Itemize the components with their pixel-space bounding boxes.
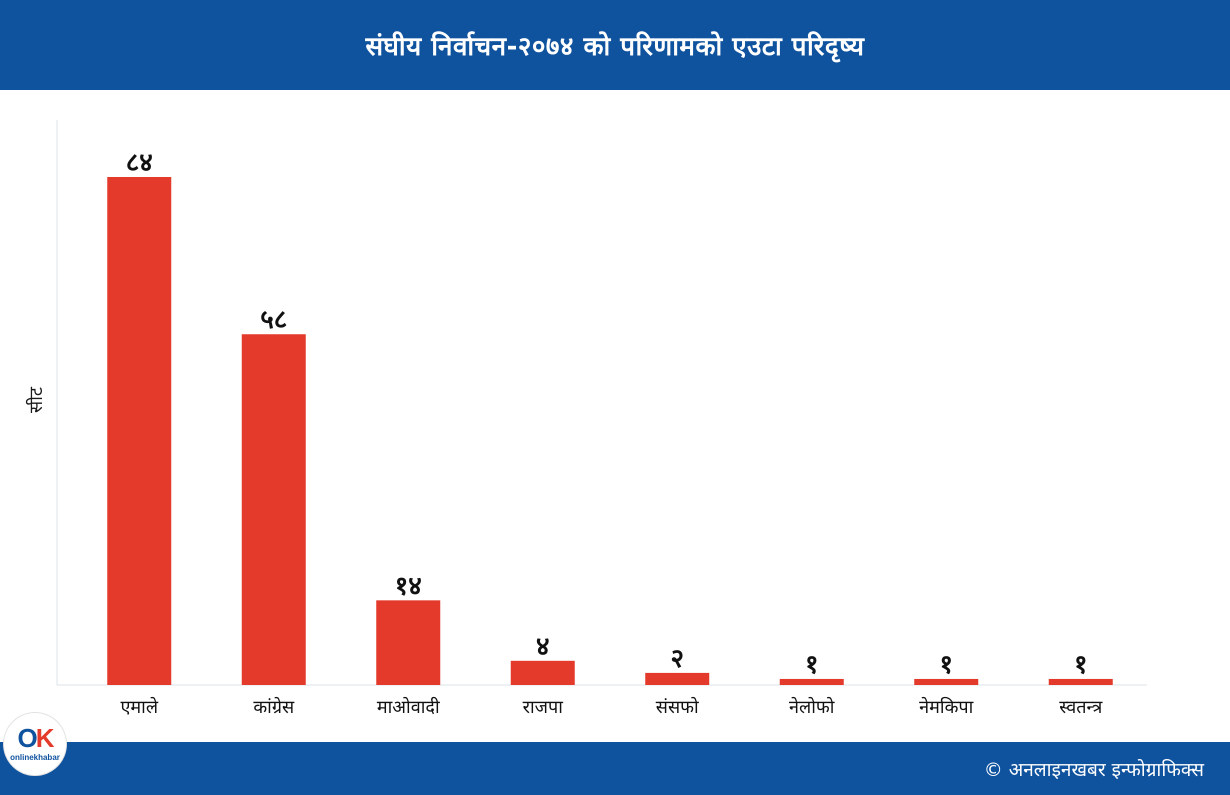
- x-tick-label-6: नेलोफो: [789, 696, 835, 718]
- bar-6: [779, 678, 844, 685]
- data-label-5: २: [670, 644, 684, 674]
- x-tick-label-8: स्वतन्त्र: [1059, 697, 1103, 718]
- footer-bar: © अनलाइनखबर इन्फोग्राफिक्स: [0, 742, 1230, 795]
- chart-header: संघीय निर्वाचन-२०७४ को परिणामको एउटा परि…: [0, 0, 1230, 90]
- chart-area: सीट ८४ एमाले ५८ कांग्रेस १४ माओवादी ४ राजपा २ संस…: [0, 90, 1230, 742]
- data-label-4: ४: [536, 632, 550, 662]
- data-label-3: १४: [395, 571, 422, 601]
- x-tick-label-5: संसफो: [656, 696, 699, 718]
- logo-mark: OK: [12, 723, 58, 753]
- bar-chart: ८४ एमाले ५८ कांग्रेस १४ माओवादी ४ राजपा २ संसफो १ न…: [56, 120, 1147, 718]
- x-tick-label-3: माओवादी: [377, 696, 440, 718]
- logo-mark-k: K: [35, 723, 55, 753]
- bar-7: [914, 678, 979, 685]
- logo-mark-o: O: [17, 723, 37, 753]
- data-label-2: ५८: [260, 305, 287, 335]
- chart-title: संघीय निर्वाचन-२०७४ को परिणामको एउटा परि…: [365, 32, 865, 62]
- data-label-1: ८४: [126, 148, 153, 178]
- bar-3: [376, 600, 441, 685]
- onlinekhabar-logo: OK onlinekhabar: [4, 713, 66, 775]
- x-tick-label-7: नेमकिपा: [919, 696, 973, 718]
- x-tick-label-4: राजपा: [523, 697, 564, 718]
- data-label-8: १: [1074, 650, 1088, 680]
- bar-8: [1048, 678, 1113, 685]
- bar-4: [510, 660, 575, 685]
- logo-wordmark: onlinekhabar: [10, 753, 60, 762]
- data-label-7: १: [939, 650, 953, 680]
- x-tick-label-2: कांग्रेस: [253, 696, 295, 718]
- bar-5: [645, 672, 710, 685]
- footer-credit: © अनलाइनखबर इन्फोग्राफिक्स: [983, 759, 1204, 781]
- x-tick-label-1: एमाले: [120, 696, 158, 718]
- data-label-6: १: [805, 650, 819, 680]
- bar-2: [241, 334, 306, 685]
- bar-1: [107, 177, 172, 685]
